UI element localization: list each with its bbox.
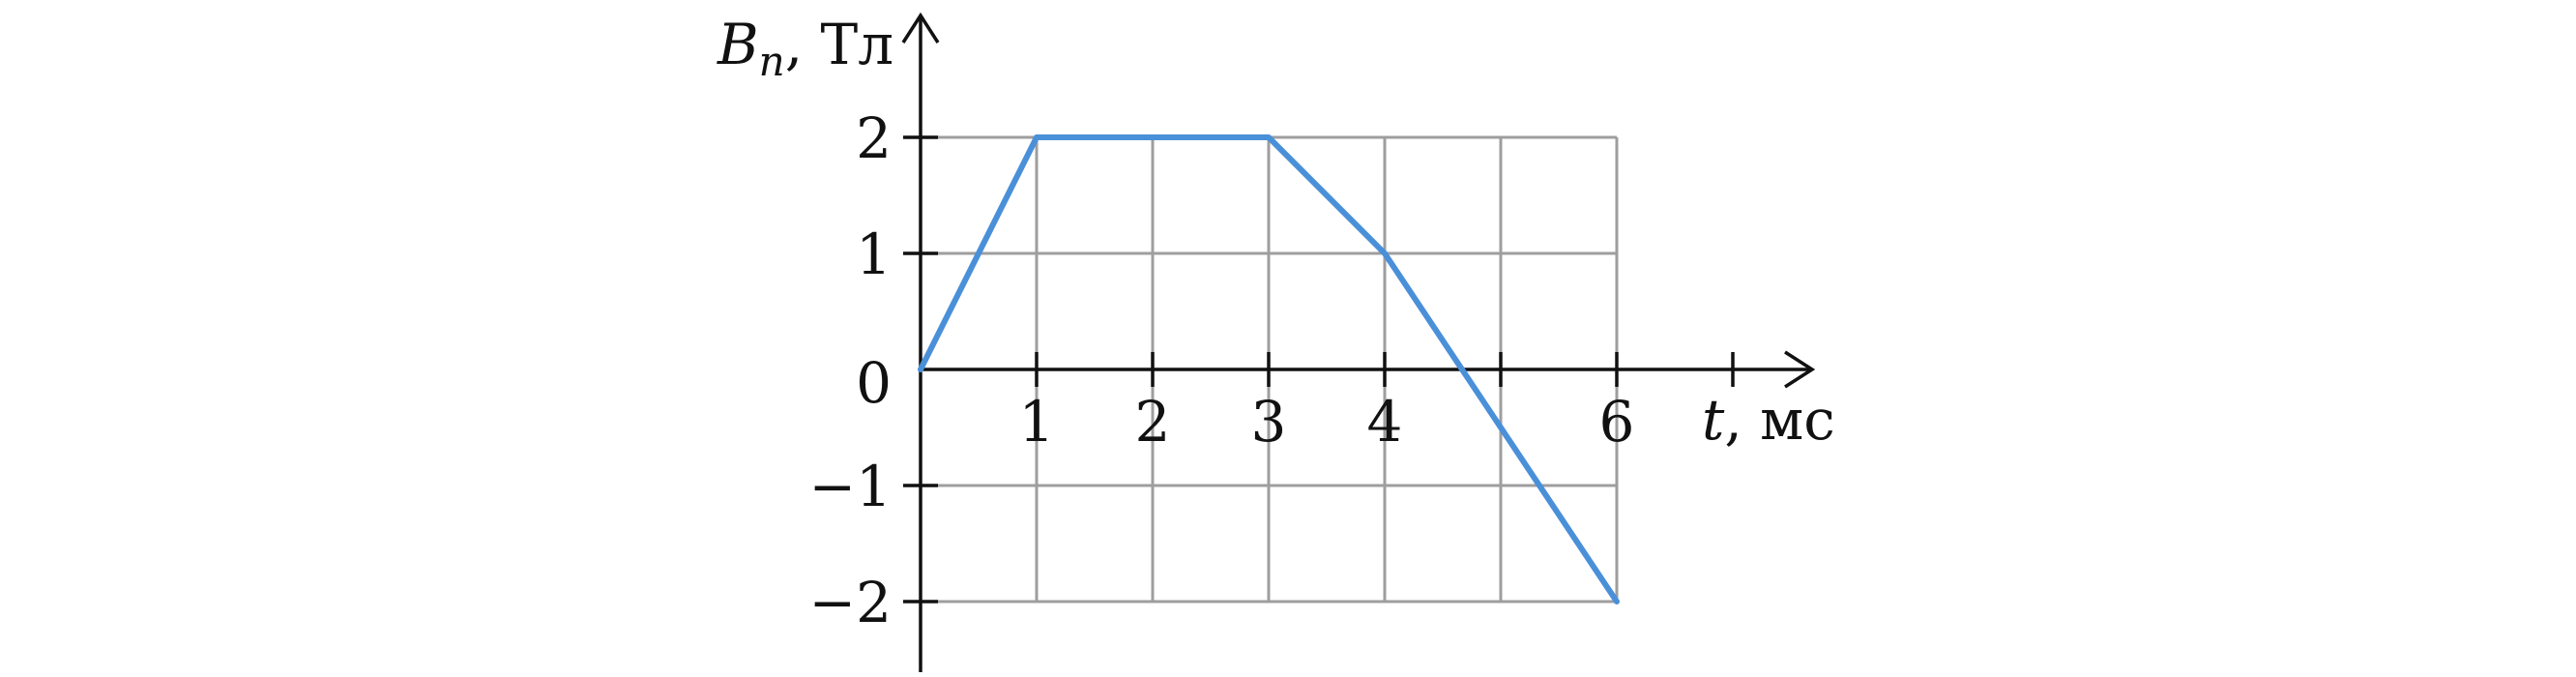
x-tick-label: 2 — [1135, 389, 1171, 455]
y-axis-label: Bn, Тл — [717, 12, 893, 85]
x-tick-label: 3 — [1251, 389, 1287, 455]
x-axis-label: t, мс — [1702, 387, 1835, 453]
x-tick-label: 6 — [1599, 389, 1635, 455]
y-tick-label: 0 — [856, 350, 892, 416]
y-tick-label: 2 — [856, 105, 892, 171]
series-line — [918, 134, 1620, 604]
x-axis-arrow — [1784, 350, 1816, 389]
y-axis-arrow — [901, 12, 940, 44]
y-tick-label: −2 — [809, 570, 893, 635]
x-tick-label: 1 — [1019, 389, 1055, 455]
y-tick-label: 1 — [856, 221, 892, 287]
x-tick-label: 4 — [1367, 389, 1403, 455]
tick-labels: 1 2 3 4 6 2 1 0 −1 −2 — [809, 105, 1635, 635]
y-tick-label: −1 — [809, 454, 893, 519]
ticks — [903, 135, 1735, 603]
